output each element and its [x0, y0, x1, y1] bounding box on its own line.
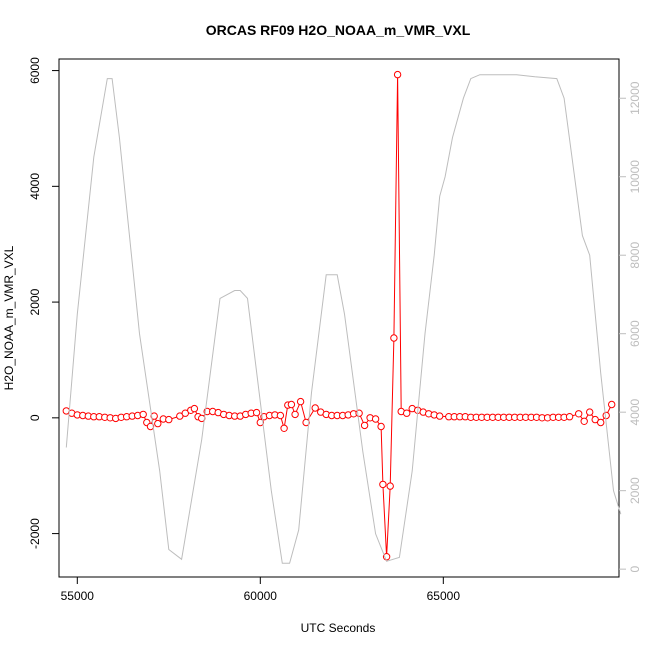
- altitude-line: [65, 74, 622, 564]
- x-tick-label: 60000: [244, 589, 278, 603]
- data-point: [575, 410, 583, 418]
- data-point: [256, 418, 264, 427]
- data-point: [390, 334, 398, 342]
- chart-title: ORCAS RF09 H2O_NOAA_m_VMR_VXL: [206, 22, 471, 38]
- data-point: [377, 422, 385, 431]
- data-point: [181, 409, 190, 417]
- y-tick-label: 0: [28, 414, 42, 421]
- y-axis-left: -2000 0 2000 4000 6000: [28, 57, 59, 549]
- y2-tick-label: 2000: [628, 477, 642, 504]
- data-point: [360, 421, 369, 430]
- data-point: [393, 70, 402, 79]
- data-point: [276, 411, 285, 420]
- y-tick-label: 4000: [28, 173, 42, 200]
- data-point: [287, 400, 296, 409]
- y-axis-right: 0 2000 4000 6000 8000 10000 12000: [619, 81, 642, 572]
- y2-tick-label: 12000: [628, 81, 642, 115]
- data-point: [165, 415, 173, 424]
- data-point: [139, 410, 147, 419]
- data-point: [403, 409, 411, 417]
- y-tick-label: -2000: [28, 518, 42, 549]
- data-point: [280, 424, 288, 432]
- data-point: [190, 404, 199, 413]
- data-point: [586, 408, 594, 416]
- data-point: [591, 415, 599, 424]
- y-tick-label: 2000: [28, 288, 42, 315]
- data-point: [146, 422, 155, 431]
- y2-tick-label: 4000: [628, 399, 642, 426]
- y2-tick-label: 6000: [628, 320, 642, 347]
- data-point: [379, 480, 387, 489]
- x-tick-label: 65000: [427, 589, 461, 603]
- data-point: [311, 404, 319, 412]
- data-point: [252, 408, 261, 417]
- data-point: [176, 412, 184, 420]
- series-layer: [62, 70, 622, 564]
- y-tick-label: 6000: [28, 57, 42, 84]
- data-point: [597, 418, 605, 427]
- data-point: [371, 415, 380, 423]
- data-point: [154, 419, 162, 428]
- data-point: [565, 413, 574, 421]
- data-point: [602, 411, 610, 420]
- x-axis: 55000 60000 65000: [61, 577, 461, 603]
- data-point: [150, 412, 158, 420]
- plot-frame: [58, 58, 620, 578]
- data-point: [436, 412, 444, 420]
- data-point: [580, 417, 588, 425]
- y2-tick-label: 0: [628, 565, 642, 572]
- data-point: [296, 397, 305, 406]
- data-point: [355, 409, 363, 417]
- y2-tick-label: 10000: [628, 160, 642, 194]
- y2-tick-label: 8000: [628, 242, 642, 269]
- x-axis-label: UTC Seconds: [301, 621, 376, 635]
- h2o-line: [66, 74, 613, 557]
- data-point: [302, 418, 310, 427]
- data-point: [608, 400, 616, 409]
- data-point: [386, 482, 394, 490]
- data-point: [291, 410, 299, 419]
- y-axis-label: H2O_NOAA_m_VMR_VXL: [2, 245, 16, 390]
- x-tick-label: 55000: [61, 589, 95, 603]
